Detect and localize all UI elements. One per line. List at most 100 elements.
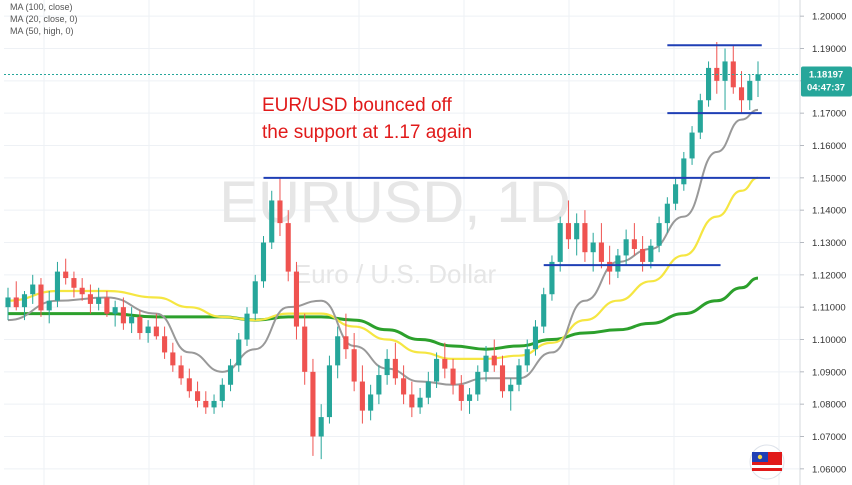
candle-body <box>466 394 473 401</box>
candle-body <box>186 378 192 392</box>
candle-body <box>483 355 489 372</box>
candle-body <box>293 271 300 327</box>
candle-body <box>129 316 135 324</box>
indicator-label: MA (50, high, 0) <box>10 26 74 36</box>
y-tick-label: 1.11000 <box>812 303 846 314</box>
candle <box>96 287 102 311</box>
candle-body <box>417 397 423 408</box>
candle <box>252 274 258 321</box>
candle <box>434 352 440 388</box>
candle-body <box>656 223 662 246</box>
y-tick-label: 1.06000 <box>812 464 846 475</box>
candle <box>524 339 530 372</box>
candle <box>129 307 135 334</box>
candle <box>648 239 654 269</box>
candle <box>450 358 456 395</box>
candle-body <box>565 223 571 240</box>
candle <box>186 368 192 398</box>
candle-body <box>87 294 93 304</box>
indicator-label: MA (20, close, 0) <box>10 14 78 24</box>
candle-body <box>326 365 332 418</box>
moving-averages <box>7 108 759 386</box>
candle <box>623 229 629 266</box>
last-price-badge <box>801 66 852 97</box>
candle-body <box>38 284 44 311</box>
candle-body <box>368 394 374 411</box>
candle <box>219 378 225 408</box>
candle <box>236 333 242 372</box>
candle-body <box>376 375 382 395</box>
candle <box>227 358 234 392</box>
candle <box>46 291 52 324</box>
indicator-legend: MA (100, close) MA (20, close, 0) MA (50, … <box>10 2 78 36</box>
candle <box>54 261 61 308</box>
candle-body <box>96 297 102 304</box>
candle-body <box>195 391 201 401</box>
candle <box>631 223 637 256</box>
candle <box>722 48 728 110</box>
candle <box>13 281 19 311</box>
y-tick-label: 1.17000 <box>812 109 846 120</box>
candle-body <box>79 287 85 295</box>
candle-body <box>137 316 143 334</box>
candle <box>755 61 761 97</box>
candle <box>376 365 382 405</box>
candle-body <box>516 365 522 385</box>
annotation: EUR/USD bounced off the support at 1.17 … <box>262 95 472 143</box>
candle-body <box>359 381 365 411</box>
candle <box>417 388 423 414</box>
candle <box>491 339 497 372</box>
support-resistance-lines <box>263 44 770 267</box>
candle <box>442 342 448 379</box>
candle <box>392 342 398 385</box>
candle-body <box>227 365 234 385</box>
candle-body <box>277 200 283 224</box>
candle <box>582 210 588 262</box>
y-tick-label: 1.19000 <box>812 44 846 55</box>
candle <box>689 126 695 165</box>
candle <box>162 326 168 359</box>
candle-body <box>236 339 242 366</box>
candle <box>318 404 324 460</box>
candle <box>137 310 143 340</box>
candle-body <box>54 271 61 301</box>
candle <box>516 358 522 392</box>
candle-body <box>450 368 456 385</box>
candle-body <box>598 242 604 262</box>
candle-body <box>30 284 36 295</box>
candle <box>673 177 679 211</box>
candle <box>730 45 736 94</box>
candle <box>310 358 316 456</box>
candle <box>302 313 308 385</box>
candle-body <box>351 349 357 382</box>
candle <box>681 151 687 191</box>
candle-body <box>244 313 250 340</box>
candle-body <box>211 400 217 408</box>
candle-body <box>401 378 407 395</box>
candle <box>738 71 745 114</box>
candle <box>277 177 283 237</box>
candle <box>170 342 176 372</box>
candle-body <box>499 365 506 392</box>
candle-body <box>755 74 761 81</box>
candle <box>120 297 126 330</box>
candle-body <box>120 307 126 324</box>
candle-body <box>623 239 629 256</box>
candle-body <box>705 67 712 101</box>
candle <box>351 333 357 392</box>
flag-logo-icon <box>749 444 785 480</box>
grid-lines <box>4 0 800 485</box>
candle <box>195 381 201 408</box>
candle-body <box>112 307 118 314</box>
candle-body <box>442 358 448 369</box>
candle <box>714 42 720 94</box>
candle <box>21 291 28 321</box>
candle <box>5 287 11 321</box>
candle <box>368 384 374 421</box>
candle-body <box>722 61 728 81</box>
candle <box>71 271 77 298</box>
candle <box>211 394 217 414</box>
candle <box>359 365 365 424</box>
